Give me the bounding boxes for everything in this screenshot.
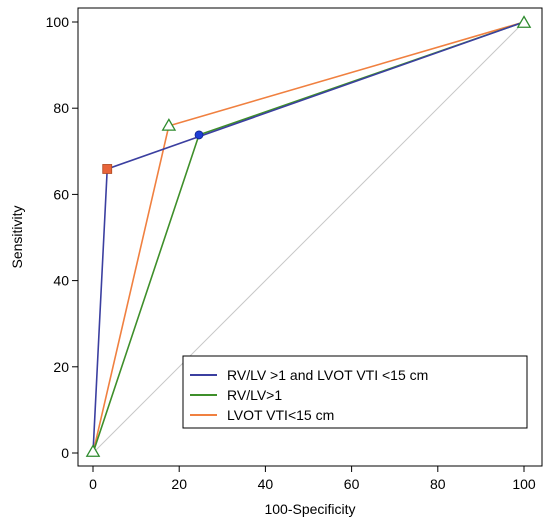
x-tick-label: 20 [171, 476, 187, 492]
x-tick-label: 40 [258, 476, 274, 492]
x-tick-label: 80 [430, 476, 446, 492]
plot-area [85, 15, 532, 457]
series-marker [194, 130, 204, 140]
x-tick-label: 60 [344, 476, 360, 492]
series-marker [102, 164, 113, 174]
legend-label: LVOT VTI<15 cm [227, 407, 334, 423]
series-marker [161, 118, 177, 131]
x-tick-label: 0 [89, 476, 97, 492]
legend-box [182, 355, 528, 429]
y-tick-label: 100 [46, 14, 70, 30]
y-tick-label: 80 [53, 100, 69, 116]
y-tick-label: 60 [53, 186, 69, 202]
y-tick-label: 20 [53, 359, 69, 375]
x-tick-label: 100 [512, 476, 536, 492]
endpoint-marker-top [516, 15, 532, 28]
endpoint-marker-origin [85, 444, 101, 457]
legend-label: RV/LV >1 and LVOT VTI <15 cm [227, 367, 428, 383]
y-tick-label: 40 [53, 273, 69, 289]
legend: RV/LV >1 and LVOT VTI <15 cm RV/LV>1 LVOT … [182, 355, 528, 429]
legend-label: RV/LV>1 [227, 387, 282, 403]
x-axis-title: 100-Specificity [264, 501, 355, 517]
y-tick-label: 0 [61, 445, 69, 461]
axes: 0 20 40 60 80 100 0 20 40 60 80 100 [46, 7, 543, 492]
reference-diagonal-line [92, 21, 525, 454]
y-axis-title: Sensitivity [9, 205, 25, 268]
plot-frame [77, 7, 543, 467]
